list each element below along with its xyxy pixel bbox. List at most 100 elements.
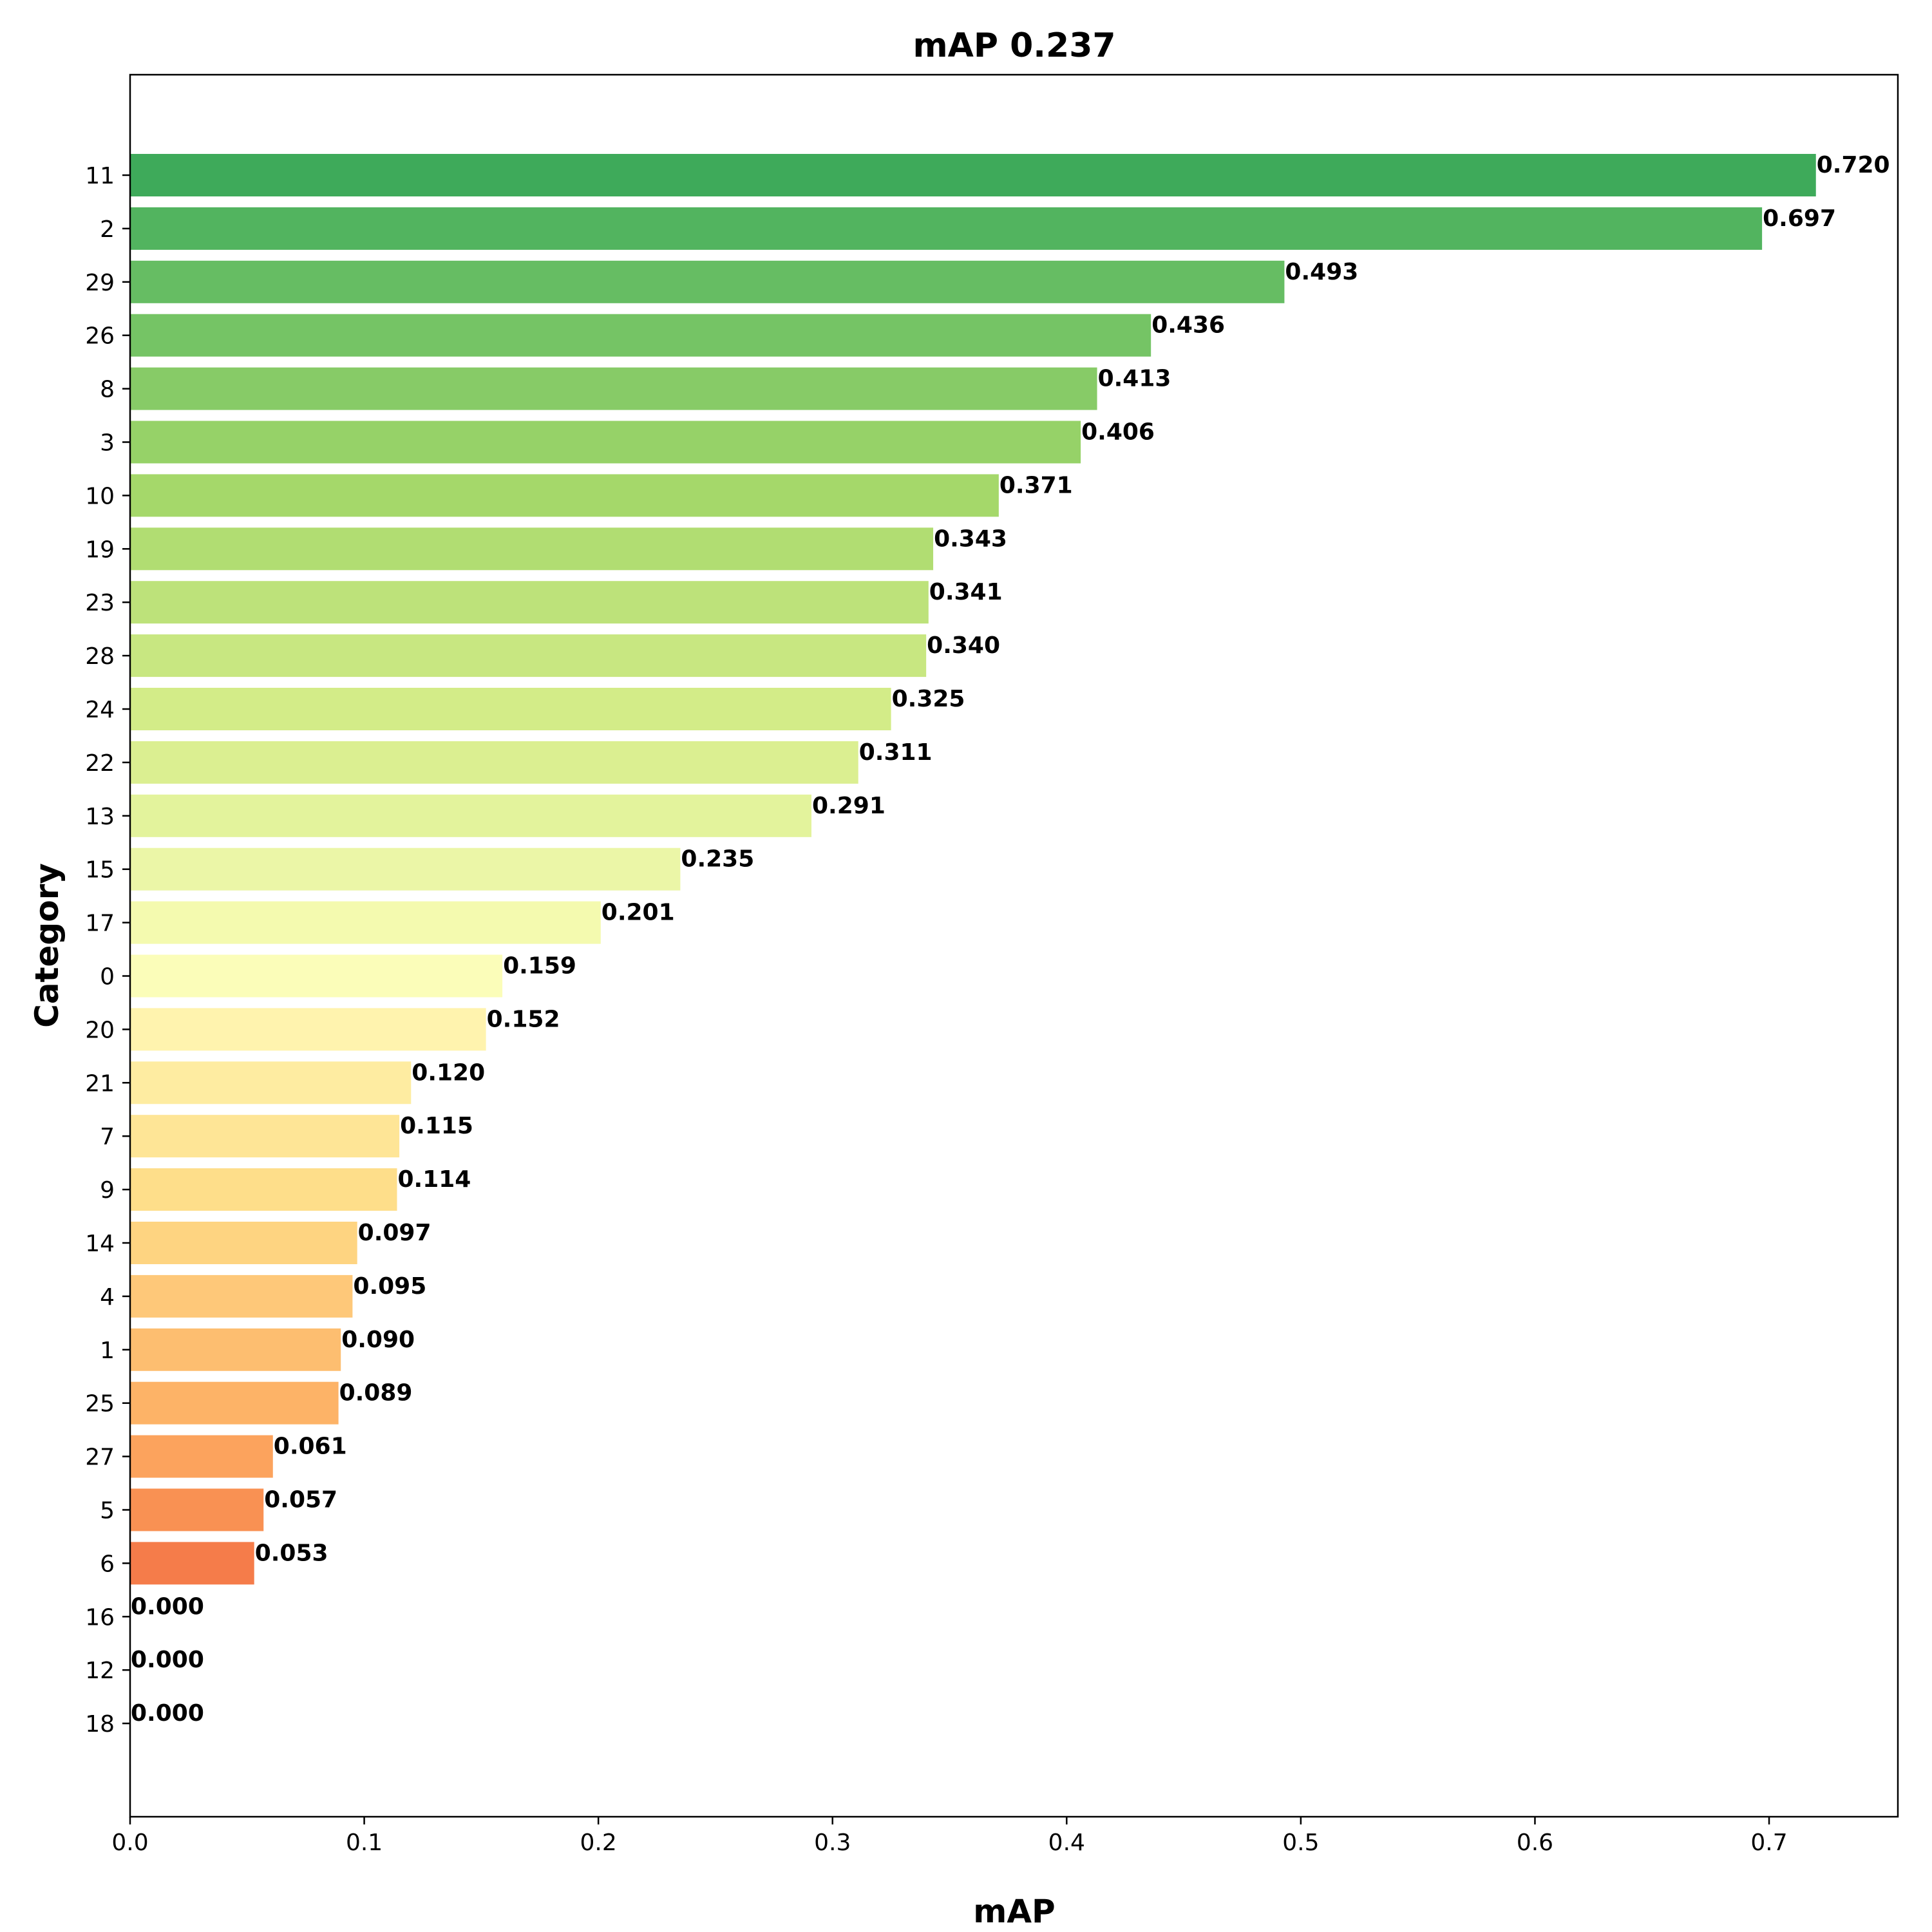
bar-value-label: 0.341 bbox=[929, 579, 1003, 605]
bar bbox=[130, 1274, 353, 1318]
bar-value-label: 0.089 bbox=[339, 1380, 413, 1406]
y-tick-label: 14 bbox=[85, 1231, 115, 1257]
x-tick-label: 0.6 bbox=[1517, 1830, 1553, 1856]
bar bbox=[130, 1435, 273, 1478]
y-tick-label: 16 bbox=[85, 1604, 115, 1631]
y-tick-label: 13 bbox=[85, 804, 115, 830]
bar bbox=[130, 1168, 397, 1211]
bar-value-label: 0.061 bbox=[274, 1434, 347, 1460]
plot-frame bbox=[129, 73, 1899, 1818]
y-tick-label: 19 bbox=[85, 536, 115, 563]
y-tick-label: 0 bbox=[100, 964, 115, 990]
y-tick-label: 5 bbox=[100, 1498, 115, 1524]
y-tick-label: 4 bbox=[100, 1284, 115, 1311]
bar-value-label: 0.097 bbox=[358, 1220, 431, 1246]
bar-value-label: 0.406 bbox=[1081, 419, 1155, 446]
bar bbox=[130, 314, 1151, 357]
bar bbox=[130, 527, 934, 571]
bar-value-label: 0.720 bbox=[1817, 152, 1890, 178]
y-tick-label: 18 bbox=[85, 1711, 115, 1738]
y-tick-label: 28 bbox=[85, 643, 115, 670]
y-tick-label: 12 bbox=[85, 1658, 115, 1684]
y-tick-label: 6 bbox=[100, 1551, 115, 1577]
bar bbox=[130, 1488, 264, 1531]
bar-value-label: 0.152 bbox=[487, 1006, 560, 1032]
bar-value-label: 0.201 bbox=[601, 900, 675, 926]
bar bbox=[130, 1381, 339, 1425]
bar bbox=[130, 154, 1816, 196]
bar-value-label: 0.115 bbox=[400, 1113, 473, 1139]
x-tick-label: 0.4 bbox=[1048, 1830, 1085, 1856]
bar-value-label: 0.000 bbox=[131, 1593, 204, 1620]
y-tick-label: 11 bbox=[85, 163, 115, 189]
bar bbox=[130, 688, 891, 730]
bar bbox=[130, 260, 1285, 303]
y-tick-label: 21 bbox=[85, 1070, 115, 1097]
bars-layer bbox=[130, 154, 1816, 1585]
bar-value-label: 0.371 bbox=[999, 472, 1073, 498]
bar bbox=[130, 1008, 486, 1051]
y-tick-label: 17 bbox=[85, 911, 115, 937]
bar bbox=[130, 581, 929, 624]
value-labels-layer: 0.720 0.697 0.493 0.436 0.413 0.406 0.371 0.343… bbox=[131, 152, 1890, 1727]
bar bbox=[130, 474, 999, 517]
y-axis-label: Category bbox=[28, 863, 66, 1028]
bar-value-label: 0.340 bbox=[927, 632, 1000, 659]
bar-value-label: 0.120 bbox=[412, 1059, 485, 1086]
bar bbox=[130, 421, 1081, 464]
y-tick-label: 25 bbox=[85, 1391, 115, 1417]
bar bbox=[130, 848, 681, 891]
bar bbox=[130, 207, 1763, 250]
y-tick-label: 29 bbox=[85, 270, 115, 296]
y-tick-label: 20 bbox=[85, 1017, 115, 1043]
bar-value-label: 0.053 bbox=[255, 1540, 328, 1566]
bar bbox=[130, 794, 812, 837]
x-tick-label: 0.0 bbox=[111, 1830, 148, 1856]
bar bbox=[130, 1542, 254, 1585]
bar-value-label: 0.697 bbox=[1763, 205, 1836, 232]
y-tick-label: 10 bbox=[85, 483, 115, 509]
y-tick-label: 27 bbox=[85, 1444, 115, 1471]
bar bbox=[130, 954, 503, 998]
bar-value-label: 0.493 bbox=[1285, 259, 1358, 285]
bar bbox=[130, 634, 927, 677]
bar-value-label: 0.413 bbox=[1098, 366, 1171, 392]
bar-value-label: 0.057 bbox=[264, 1487, 337, 1513]
bar-value-label: 0.291 bbox=[812, 793, 886, 819]
x-tick-label: 0.1 bbox=[346, 1830, 383, 1856]
y-tick-label: 9 bbox=[100, 1177, 115, 1204]
x-tick-label: 0.5 bbox=[1282, 1830, 1319, 1856]
bar-value-label: 0.436 bbox=[1151, 312, 1225, 339]
x-tick-label: 0.2 bbox=[580, 1830, 617, 1856]
bar bbox=[130, 741, 858, 784]
y-tick-label: 3 bbox=[100, 430, 115, 457]
bar-value-label: 0.000 bbox=[131, 1700, 204, 1727]
bar-value-label: 0.325 bbox=[892, 686, 965, 712]
bar bbox=[130, 1115, 400, 1158]
y-tick-label: 7 bbox=[100, 1124, 115, 1150]
bar-value-label: 0.311 bbox=[859, 739, 933, 766]
bar bbox=[130, 901, 601, 944]
bar-value-label: 0.090 bbox=[341, 1327, 415, 1353]
bar-value-label: 0.159 bbox=[503, 953, 576, 980]
bar bbox=[130, 1328, 341, 1371]
y-tick-label: 2 bbox=[100, 216, 115, 243]
bar bbox=[130, 1061, 412, 1104]
y-tick-label: 24 bbox=[85, 697, 115, 723]
y-tick-label: 23 bbox=[85, 590, 115, 616]
bar-value-label: 0.114 bbox=[397, 1166, 471, 1193]
y-tick-label: 22 bbox=[85, 750, 115, 777]
bar-value-label: 0.235 bbox=[681, 846, 754, 873]
bar-value-label: 0.343 bbox=[934, 526, 1007, 552]
y-tick-label: 8 bbox=[100, 377, 115, 403]
y-axis-ticks: 1122926831019232824221315170202179144125… bbox=[85, 163, 130, 1738]
x-tick-label: 0.7 bbox=[1750, 1830, 1787, 1856]
chart-title: mAP 0.237 bbox=[913, 26, 1115, 65]
bar bbox=[130, 367, 1097, 410]
y-tick-label: 26 bbox=[85, 323, 115, 350]
bar bbox=[130, 1222, 357, 1264]
x-axis-ticks: 0.0 0.1 0.2 0.3 0.4 0.5 0.6 0.7 bbox=[111, 1817, 1788, 1856]
bar-value-label: 0.000 bbox=[131, 1647, 204, 1673]
